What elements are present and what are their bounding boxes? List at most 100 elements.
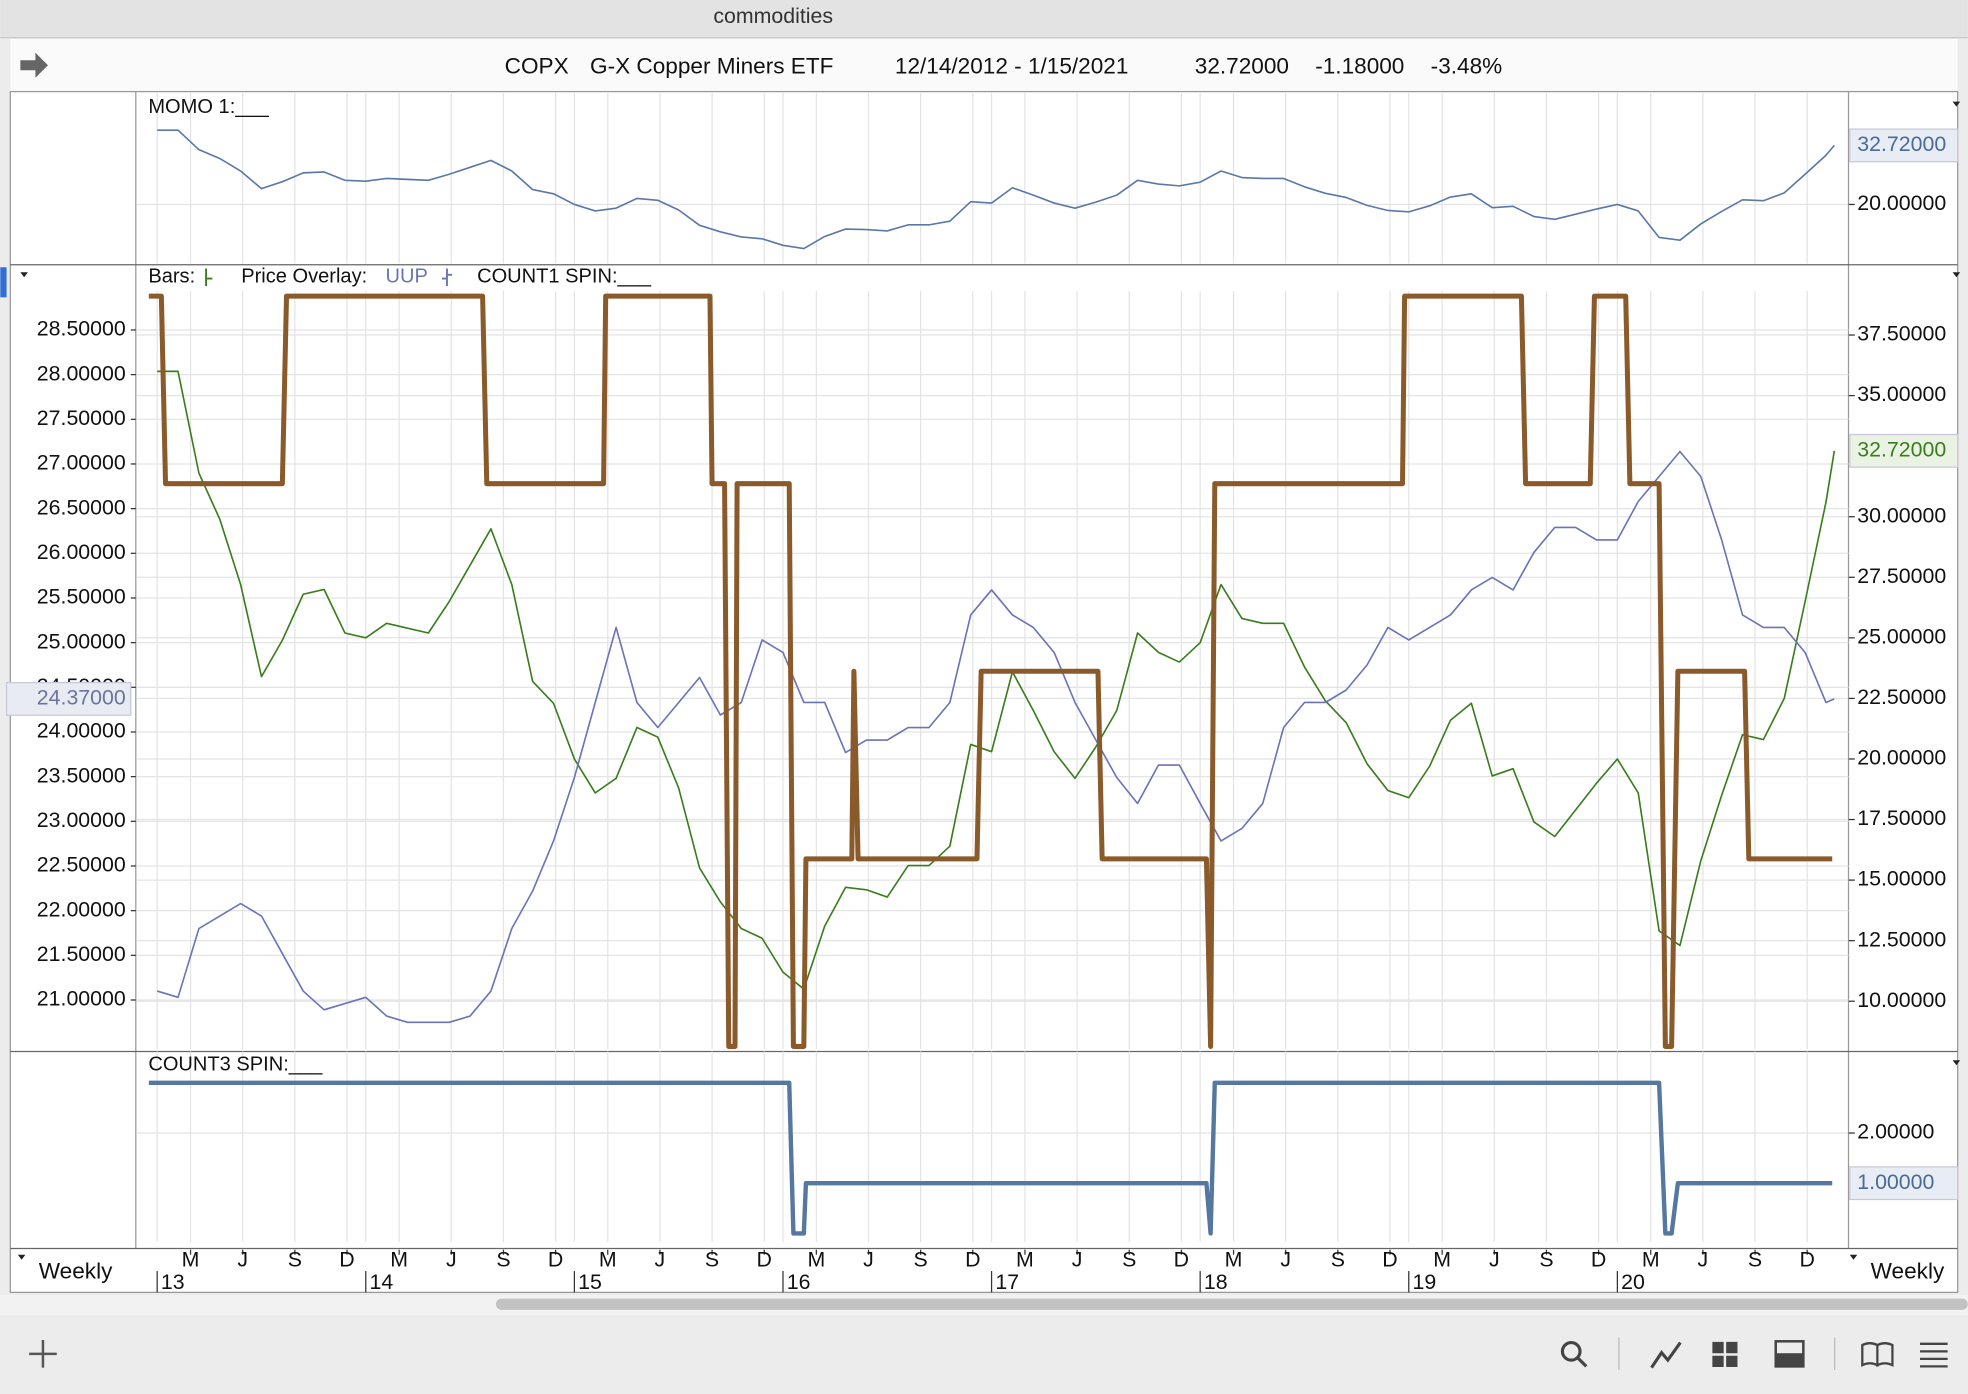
x-year-label: 14: [370, 1270, 394, 1294]
x-tick-label: M: [807, 1248, 825, 1272]
x-tick-label: S: [705, 1248, 719, 1272]
last-value-box: [1849, 433, 1959, 468]
title-bar: [0, 0, 1968, 38]
forward-arrow-button[interactable]: [20, 52, 48, 78]
chart-frame: [9, 90, 1959, 1293]
price-change-pct: -3.48%: [1431, 54, 1503, 79]
y-tick-label: 22.00000: [37, 897, 126, 921]
y-tick-label: 27.00000: [37, 451, 126, 475]
toolbar-icons: [1560, 1337, 1948, 1371]
y-tick-label: 25.50000: [37, 585, 126, 609]
legend-glyph: [441, 268, 452, 287]
series-line: [148, 1080, 1833, 1236]
x-tick-label: M: [390, 1248, 408, 1272]
y-tick-label: 25.00000: [37, 629, 126, 653]
x-tick-label: S: [1331, 1248, 1345, 1272]
y-tick-label: 17.50000: [1857, 806, 1946, 830]
x-year-label: 17: [995, 1270, 1019, 1294]
x-tick-label: J: [1280, 1248, 1291, 1272]
period-right[interactable]: Weekly: [1871, 1258, 1945, 1283]
y-tick-label: 37.50000: [1857, 322, 1946, 346]
y-tick-label: 20.00000: [1857, 191, 1946, 215]
x-tick-label: J: [1489, 1248, 1500, 1272]
panel-button-fill: [1775, 1353, 1804, 1368]
series-line: [148, 293, 1833, 1049]
symbol: COPX: [505, 54, 569, 79]
y-tick-label: 10.00000: [1857, 988, 1946, 1012]
x-year-label: 15: [578, 1270, 602, 1294]
search-handle: [1576, 1356, 1588, 1368]
scrollbar-thumb[interactable]: [495, 1298, 1968, 1310]
x-year-label: 20: [1621, 1270, 1645, 1294]
y-tick-label: 22.50000: [1857, 685, 1946, 709]
x-tick-label: S: [1748, 1248, 1762, 1272]
last-value-box: [1849, 128, 1959, 163]
x-tick-label: D: [548, 1248, 563, 1272]
x-tick-label: D: [1591, 1248, 1606, 1272]
panel-title: COUNT3 SPIN:___: [148, 1054, 323, 1076]
last-value-label: 32.72000: [1857, 132, 1946, 156]
y-tick-label: 25.00000: [1857, 624, 1946, 648]
x-tick-label: J: [1072, 1248, 1083, 1272]
x-tick-label: J: [446, 1248, 457, 1272]
x-tick-label: M: [1016, 1248, 1034, 1272]
toolbar: [0, 1317, 1968, 1394]
y-tick-label: 2.00000: [1857, 1120, 1934, 1144]
y-tick-label: 28.00000: [37, 361, 126, 385]
x-tick-label: M: [599, 1248, 617, 1272]
series-line: [157, 370, 1836, 990]
last-value-box: [1849, 1166, 1959, 1201]
last-value-label: 24.37000: [37, 686, 126, 710]
x-tick-label: D: [1799, 1248, 1814, 1272]
window-title: commodities: [713, 4, 833, 28]
x-year-label: 18: [1204, 1270, 1228, 1294]
last-value-label: 32.72000: [1857, 437, 1946, 461]
chart-style-button[interactable]: [1650, 1341, 1682, 1369]
x-tick-label: J: [237, 1248, 248, 1272]
y-tick-label: 27.50000: [1857, 564, 1946, 588]
x-tick-label: J: [863, 1248, 874, 1272]
book-button[interactable]: [1861, 1342, 1894, 1367]
bars-glyph: [205, 268, 213, 287]
x-tick-label: D: [339, 1248, 354, 1272]
x-tick-label: S: [914, 1248, 928, 1272]
x-tick-label: D: [757, 1248, 772, 1272]
x-tick-label: J: [1698, 1248, 1709, 1272]
y-tick-label: 21.00000: [37, 987, 126, 1011]
y-tick-label: 27.50000: [37, 406, 126, 430]
add-button[interactable]: [29, 1340, 57, 1368]
x-tick-label: S: [1122, 1248, 1136, 1272]
last-value-label: 1.00000: [1857, 1170, 1934, 1194]
panel-title: MOMO 1:___: [148, 96, 269, 118]
series-line: [156, 450, 1835, 1024]
panel-label: Price Overlay:: [241, 266, 367, 288]
y-tick-label: 35.00000: [1857, 382, 1946, 406]
x-tick-label: S: [1539, 1248, 1553, 1272]
last-value-box: [5, 681, 132, 716]
last-price: 32.72000: [1195, 54, 1289, 79]
y-tick-label: 28.50000: [37, 317, 126, 341]
period-left[interactable]: Weekly: [39, 1258, 113, 1283]
symbol-bar: [10, 38, 1958, 92]
legend-label: UUP: [385, 266, 427, 288]
menu-button[interactable]: [1920, 1342, 1948, 1368]
legend-label: COUNT1 SPIN:___: [477, 266, 652, 288]
y-tick-label: 26.00000: [37, 540, 126, 564]
x-tick-label: S: [288, 1248, 302, 1272]
y-tick-label: 22.50000: [37, 853, 126, 877]
x-tick-label: M: [1433, 1248, 1451, 1272]
series-line: [157, 129, 1835, 250]
y-tick-label: 26.50000: [37, 495, 126, 519]
selection-indicator: [0, 267, 7, 298]
search-button[interactable]: [1560, 1340, 1582, 1362]
x-tick-label: M: [182, 1248, 200, 1272]
symbol-name: G-X Copper Miners ETF: [590, 54, 833, 79]
x-year-label: 16: [787, 1270, 811, 1294]
y-tick-label: 23.50000: [37, 763, 126, 787]
layout-button[interactable]: [1712, 1341, 1738, 1368]
panel-label: Bars:: [148, 266, 195, 288]
x-tick-label: J: [655, 1248, 666, 1272]
y-tick-label: 12.50000: [1857, 927, 1946, 951]
x-tick-label: D: [965, 1248, 980, 1272]
